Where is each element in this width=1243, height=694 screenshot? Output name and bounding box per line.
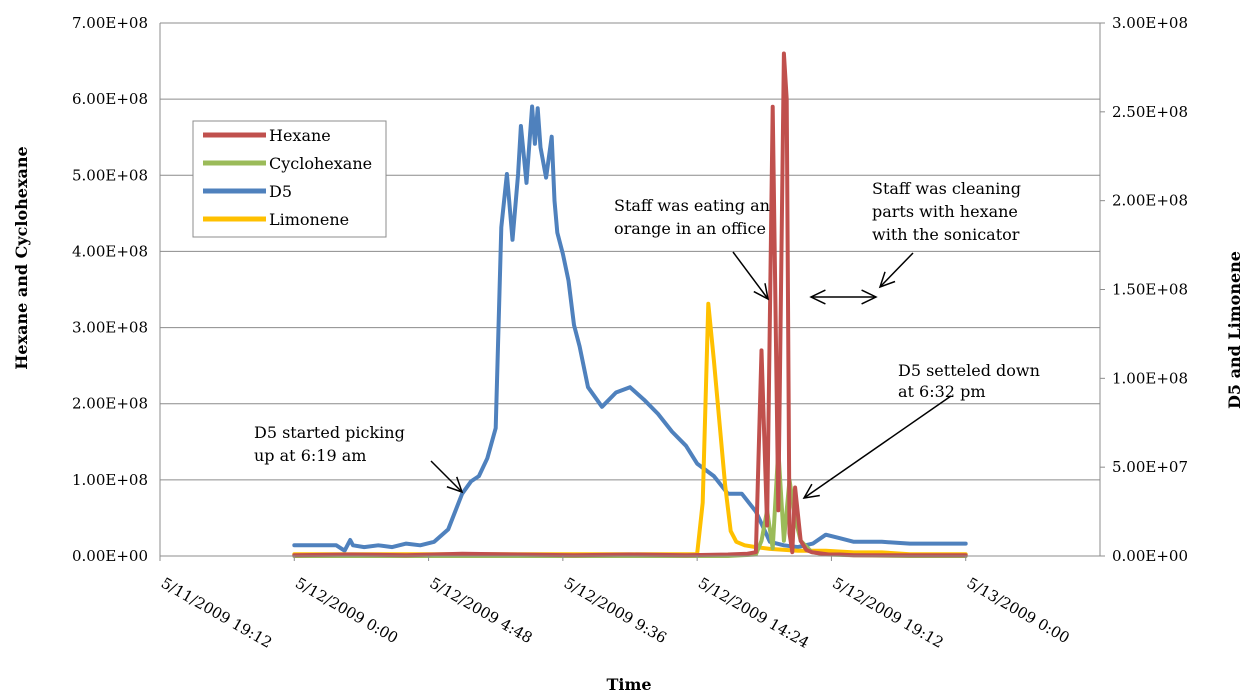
right-tick-label: 1.50E+08 [1112, 281, 1188, 299]
x-tick-label: 5/12/2009 14:24 [695, 574, 812, 652]
annotation-text: with the sonicator [872, 225, 1020, 244]
x-axis-title: Time [606, 675, 651, 694]
left-axis-title: Hexane and Cyclohexane [12, 146, 31, 369]
x-tick-label: 5/12/2009 0:00 [292, 574, 401, 647]
annotation-text: up at 6:19 am [254, 446, 366, 465]
left-tick-label: 5.00E+08 [72, 166, 148, 184]
annotation-text: Staff was cleaning [872, 179, 1021, 198]
left-tick-label: 1.00E+08 [72, 471, 148, 489]
right-tick-label: 2.00E+08 [1112, 192, 1188, 210]
left-tick-label: 7.00E+08 [72, 14, 148, 32]
right-tick-label: 1.00E+08 [1112, 369, 1188, 387]
annotation-text: D5 setteled down [898, 361, 1040, 380]
series-lines [292, 51, 968, 558]
annotation-text: D5 started picking [254, 423, 405, 442]
series-line-d5 [292, 104, 968, 553]
right-axis-title: D5 and Limonene [1225, 251, 1243, 409]
right-tick-label: 3.00E+08 [1112, 14, 1188, 32]
annotation-arrow [809, 289, 845, 305]
series-line-hexane [292, 51, 968, 558]
right-tick-label: 0.00E+00 [1112, 547, 1188, 565]
axes: 0.00E+00 1.00E+08 2.00E+08 3.00E+08 4.00E+08… [72, 14, 1188, 652]
right-tick-label: 2.50E+08 [1112, 103, 1188, 121]
annotation-text: parts with hexane [872, 202, 1018, 221]
left-tick-label: 6.00E+08 [72, 90, 148, 108]
x-tick-label: 5/11/2009 19:12 [158, 574, 275, 652]
legend-label: Hexane [269, 126, 331, 145]
annotations: D5 started picking up at 6:19 am Staff was… [254, 179, 1040, 499]
annotation-arrow [845, 289, 878, 305]
legend-label: D5 [269, 182, 292, 201]
annotation-arrow [878, 252, 914, 289]
right-tick-label: 5.00E+07 [1112, 458, 1188, 476]
left-tick-label: 4.00E+08 [72, 242, 148, 260]
annotation-text: at 6:32 pm [898, 382, 985, 401]
annotation-text: Staff was eating an [614, 196, 770, 215]
legend: Hexane Cyclohexane D5 Limonene [192, 120, 387, 238]
left-tick-label: 2.00E+08 [72, 395, 148, 413]
legend-label: Limonene [269, 210, 349, 229]
x-tick-label: 5/13/2009 0:00 [964, 574, 1073, 647]
annotation-arrow [732, 251, 770, 301]
x-tick-label: 5/12/2009 9:36 [561, 574, 670, 647]
legend-label: Cyclohexane [269, 154, 372, 173]
x-tick-label: 5/12/2009 4:48 [427, 574, 536, 647]
left-tick-label: 0.00E+00 [72, 547, 148, 565]
gridlines [160, 22, 1100, 557]
x-tick-label: 5/12/2009 19:12 [829, 574, 946, 652]
left-tick-label: 3.00E+08 [72, 319, 148, 337]
annotation-arrow [430, 460, 464, 494]
annotation-text: orange in an office [614, 219, 766, 238]
annotation-arrow [802, 395, 952, 499]
